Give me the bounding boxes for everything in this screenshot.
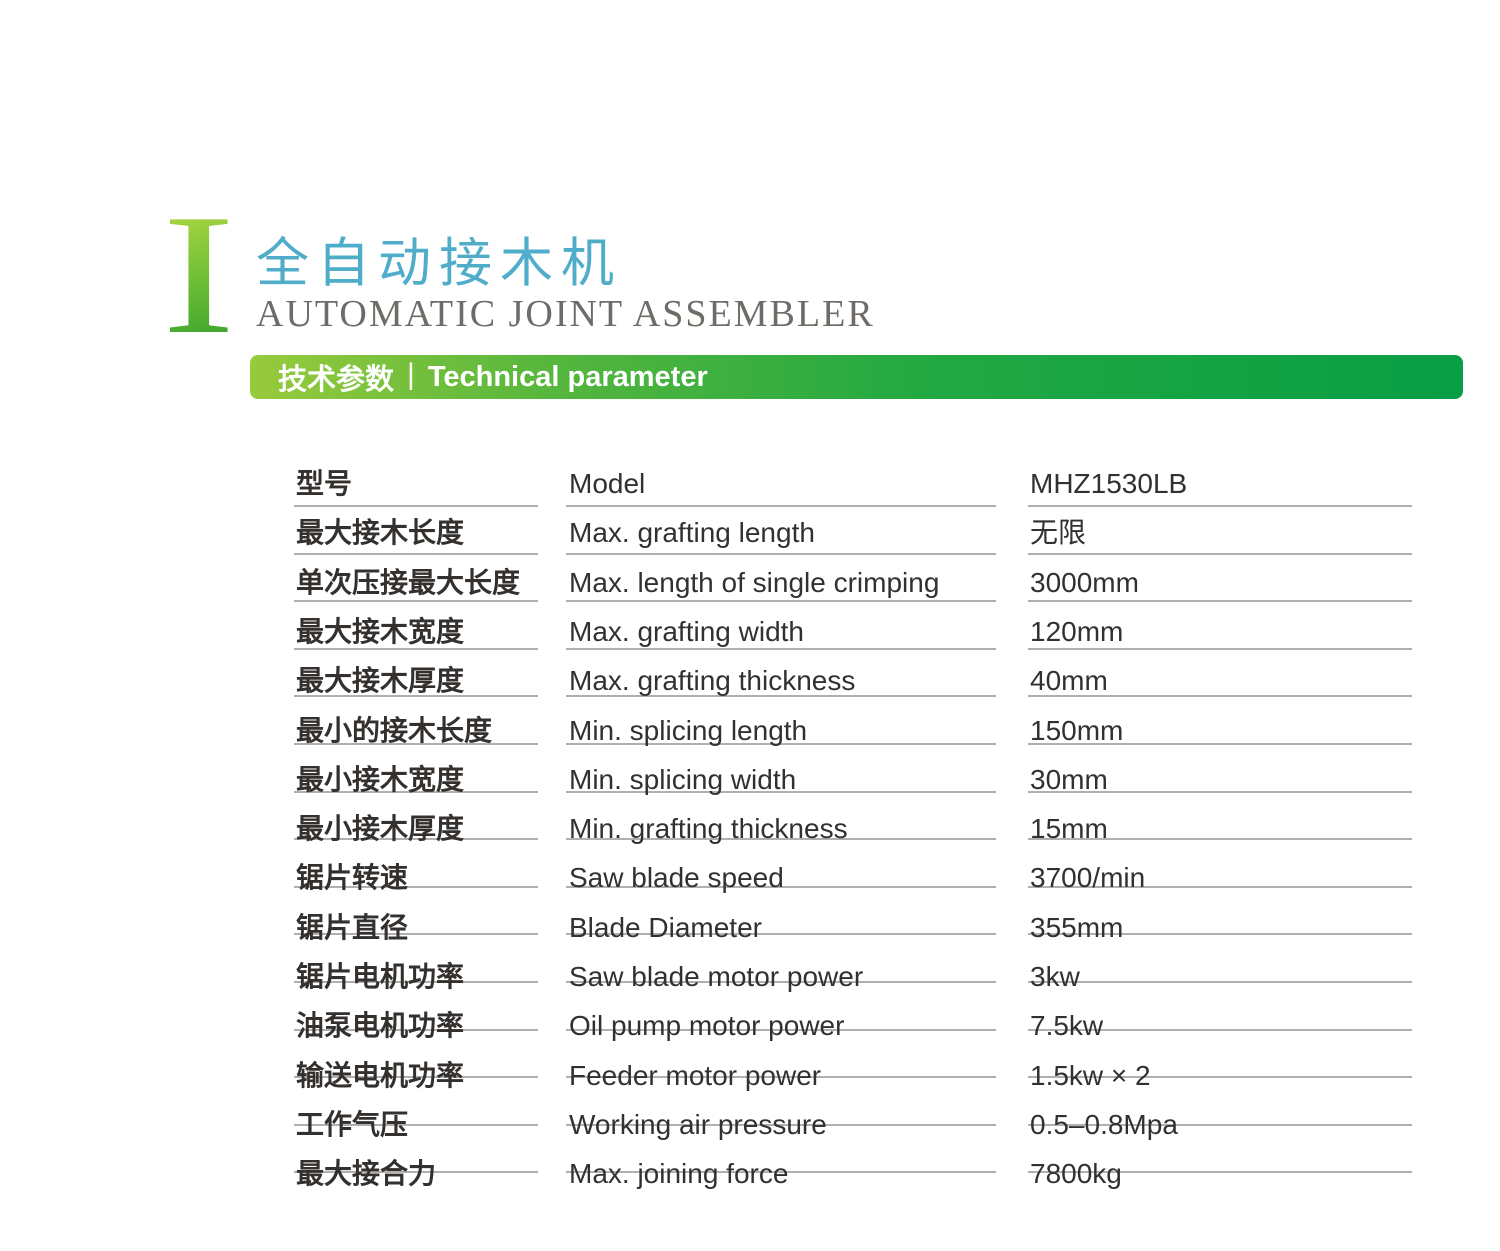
row-underline [294,648,538,650]
page-title-chinese: 全自动接木机 [256,235,622,293]
row-underline [566,886,996,888]
spec-label-en: Min. grafting thickness [569,813,848,844]
row-underline [1028,838,1412,840]
spec-label-en: Max. length of single crimping [569,567,940,598]
banner-label-chinese: 技术参数 [278,364,395,396]
spec-label-cn: 锯片转速 [296,862,409,893]
banner-divider: | [407,358,415,391]
spec-value: 3kw [1030,961,1080,992]
spec-value: MHZ1530LB [1030,468,1188,499]
spec-label-en: Working air pressure [569,1109,827,1140]
banner-label-english: Technical parameter [427,360,708,393]
spec-value: 355mm [1030,912,1124,943]
row-underline [566,1029,996,1031]
page-title-english: AUTOMATIC JOINT ASSEMBLER [256,293,875,335]
row-underline [1028,553,1412,555]
technical-parameter-banner: 技术参数 | Technical parameter [250,355,1463,399]
row-underline [1028,981,1412,983]
spec-value: 7800kg [1030,1158,1122,1189]
row-underline [294,838,538,840]
spec-label-cn: 单次压接最大长度 [296,567,521,598]
row-underline [1028,886,1412,888]
row-underline [566,791,996,793]
spec-label-en: Blade Diameter [569,912,762,943]
spec-label-en: Min. splicing length [569,715,808,746]
spec-label-en: Max. joining force [569,1158,789,1189]
row-underline [1028,1029,1412,1031]
spec-label-en: Saw blade motor power [569,961,864,992]
row-underline [1028,791,1412,793]
spec-value: 40mm [1030,665,1108,696]
row-underline [1028,933,1412,935]
spec-value: 15mm [1030,813,1108,844]
row-underline [566,1171,996,1173]
row-underline [294,981,538,983]
spec-label-en: Max. grafting width [569,616,804,647]
spec-value: 120mm [1030,616,1124,647]
section-index-letter: I [162,180,236,370]
spec-label-cn: 最大接木长度 [296,517,465,548]
spec-label-en: Model [569,468,646,499]
row-underline [294,743,538,745]
row-underline [566,600,996,602]
spec-label-en: Min. splicing width [569,764,797,795]
row-underline [1028,1076,1412,1078]
spec-label-cn: 最大接木宽度 [296,616,465,647]
row-underline [566,743,996,745]
row-underline [566,981,996,983]
row-underline [294,695,538,697]
row-underline [294,933,538,935]
row-underline [566,695,996,697]
spec-label-cn: 输送电机功率 [296,1060,465,1091]
spec-label-cn: 最大接合力 [296,1158,437,1189]
row-underline [566,505,996,507]
spec-label-cn: 锯片电机功率 [296,961,465,992]
spec-label-cn: 锯片直径 [296,912,409,943]
row-underline [1028,743,1412,745]
row-underline [566,1076,996,1078]
spec-label-cn: 最小接木宽度 [296,764,465,795]
row-underline [1028,505,1412,507]
spec-label-en: Max. grafting thickness [569,665,856,696]
row-underline [294,1171,538,1173]
row-underline [566,933,996,935]
spec-value: 1.5kw × 2 [1030,1060,1151,1091]
row-underline [1028,1124,1412,1126]
spec-value: 7.5kw [1030,1010,1104,1041]
row-underline [1028,648,1412,650]
row-underline [566,838,996,840]
row-underline [1028,600,1412,602]
spec-value: 150mm [1030,715,1124,746]
row-underline [294,1124,538,1126]
spec-label-en: Oil pump motor power [569,1010,845,1041]
spec-value: 无限 [1030,517,1087,548]
spec-label-en: Feeder motor power [569,1060,822,1091]
spec-label-en: Max. grafting length [569,517,815,548]
row-underline [1028,1171,1412,1173]
spec-label-cn: 最小的接木长度 [296,715,493,746]
spec-value: 3000mm [1030,567,1139,598]
row-underline [566,1124,996,1126]
row-underline [294,1076,538,1078]
spec-label-en: Saw blade speed [569,862,784,893]
row-underline [294,791,538,793]
row-underline [294,600,538,602]
spec-value: 0.5–0.8Mpa [1030,1109,1178,1140]
spec-label-cn: 型号 [296,468,353,499]
row-underline [566,553,996,555]
row-underline [1028,695,1412,697]
spec-label-cn: 最大接木厚度 [296,665,465,696]
spec-value: 30mm [1030,764,1108,795]
row-underline [294,553,538,555]
row-underline [566,648,996,650]
row-underline [294,1029,538,1031]
spec-label-cn: 油泵电机功率 [296,1010,465,1041]
row-underline [294,886,538,888]
row-underline [294,505,538,507]
spec-label-cn: 工作气压 [296,1109,409,1140]
spec-label-cn: 最小接木厚度 [296,813,465,844]
spec-value: 3700/min [1030,862,1146,893]
